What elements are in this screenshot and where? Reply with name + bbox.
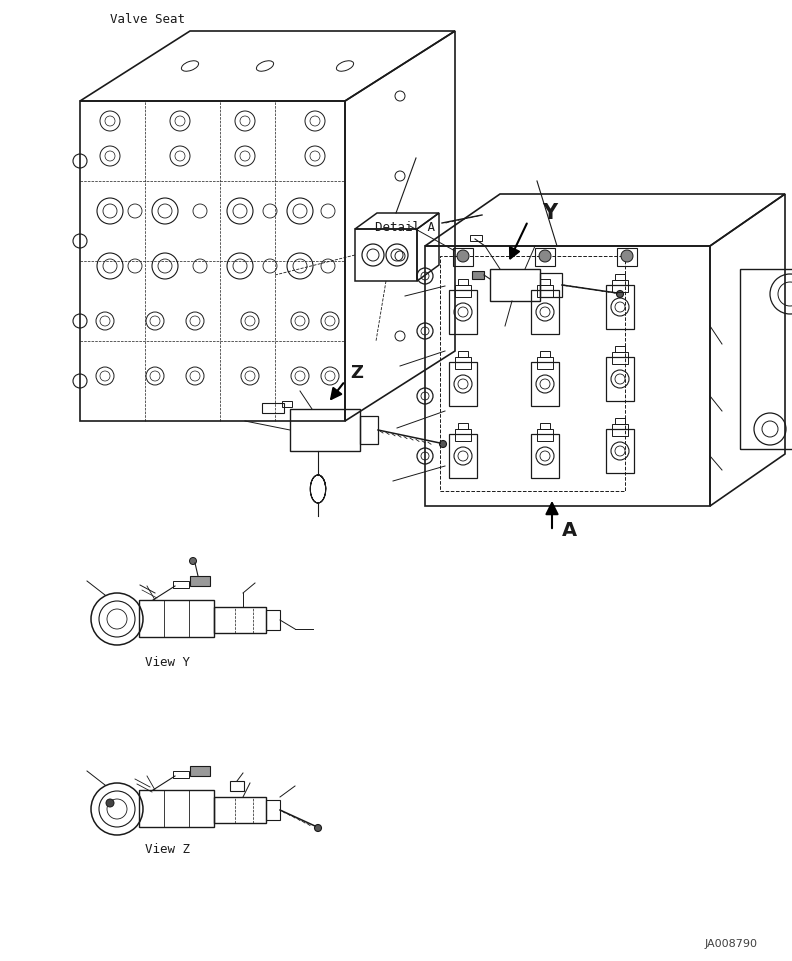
Circle shape bbox=[440, 440, 447, 448]
Text: View Z: View Z bbox=[145, 843, 190, 856]
Bar bbox=[214, 607, 266, 633]
Bar bbox=[540, 279, 550, 285]
Text: A: A bbox=[562, 521, 577, 540]
Circle shape bbox=[457, 250, 469, 262]
Bar bbox=[540, 351, 550, 357]
Bar bbox=[531, 362, 559, 406]
Bar bbox=[282, 401, 292, 407]
Bar bbox=[535, 248, 555, 266]
Circle shape bbox=[189, 557, 196, 564]
Bar bbox=[266, 800, 280, 820]
Bar bbox=[458, 423, 468, 429]
Bar bbox=[214, 607, 266, 633]
Bar bbox=[606, 357, 634, 401]
Text: View Y: View Y bbox=[145, 656, 190, 669]
Bar bbox=[615, 274, 625, 280]
Text: Detail A: Detail A bbox=[375, 221, 435, 234]
Bar bbox=[458, 279, 468, 285]
Bar bbox=[360, 416, 378, 444]
Bar bbox=[455, 285, 471, 297]
Text: JA008790: JA008790 bbox=[705, 939, 758, 949]
Circle shape bbox=[616, 290, 623, 298]
Bar bbox=[615, 418, 625, 424]
Bar bbox=[453, 248, 473, 266]
Bar bbox=[490, 269, 540, 301]
Bar bbox=[355, 229, 417, 281]
Bar bbox=[455, 357, 471, 369]
Text: Y: Y bbox=[542, 203, 557, 223]
Bar bbox=[440, 256, 625, 491]
Bar bbox=[173, 581, 189, 588]
Circle shape bbox=[539, 250, 551, 262]
Bar bbox=[458, 351, 468, 357]
Bar bbox=[612, 280, 628, 292]
Bar bbox=[612, 352, 628, 364]
Bar bbox=[740, 269, 792, 449]
Bar bbox=[615, 346, 625, 352]
Circle shape bbox=[106, 799, 114, 807]
Text: Valve Seat: Valve Seat bbox=[110, 13, 185, 26]
Text: Z: Z bbox=[350, 364, 363, 382]
Bar bbox=[617, 248, 637, 266]
Bar bbox=[449, 290, 477, 334]
Bar bbox=[190, 766, 210, 776]
Bar bbox=[190, 576, 210, 586]
Bar bbox=[537, 429, 553, 441]
Bar bbox=[606, 285, 634, 329]
Bar bbox=[455, 429, 471, 441]
Bar bbox=[531, 290, 559, 334]
Bar bbox=[537, 285, 553, 297]
Bar bbox=[139, 790, 214, 827]
Bar bbox=[606, 429, 634, 473]
Bar bbox=[537, 357, 553, 369]
Circle shape bbox=[314, 825, 322, 831]
Circle shape bbox=[621, 250, 633, 262]
Bar bbox=[214, 797, 266, 823]
Bar bbox=[266, 610, 280, 630]
Bar bbox=[449, 434, 477, 478]
Bar bbox=[290, 409, 360, 451]
Bar bbox=[262, 403, 284, 413]
Bar bbox=[540, 423, 550, 429]
Bar bbox=[531, 434, 559, 478]
Bar bbox=[472, 271, 484, 279]
Bar bbox=[612, 424, 628, 436]
Bar bbox=[139, 600, 214, 637]
Bar bbox=[230, 781, 244, 791]
Bar bbox=[173, 771, 189, 778]
Bar bbox=[540, 273, 562, 297]
Bar bbox=[449, 362, 477, 406]
Bar bbox=[470, 235, 482, 241]
